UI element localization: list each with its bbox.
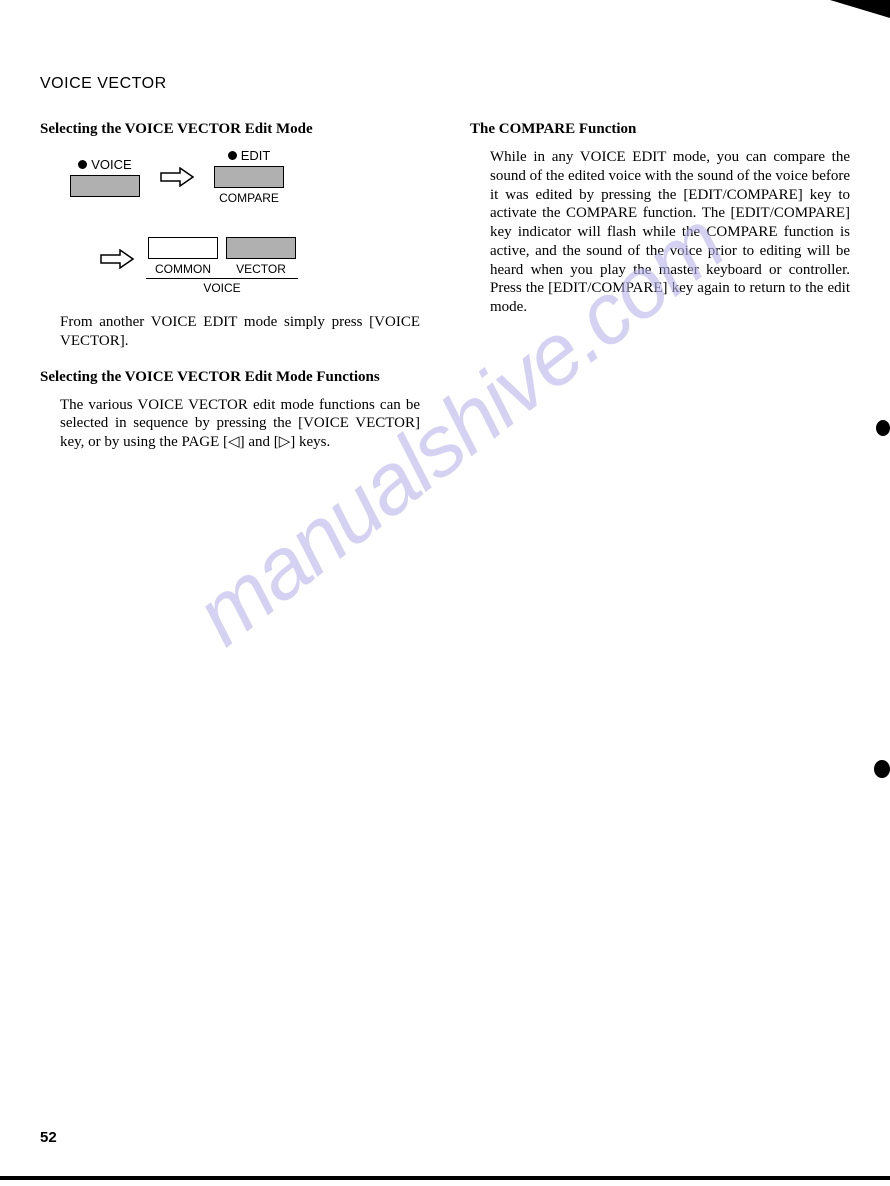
diagram-common-button: COMMON (148, 237, 218, 276)
diagram-voice-button: VOICE (70, 157, 140, 197)
arrow-right-icon (160, 167, 194, 187)
compare-label: COMPARE (219, 191, 279, 205)
left-para-2: The various VOICE VECTOR edit mode funct… (40, 396, 420, 452)
scan-artifact (876, 420, 890, 436)
diagram-edit-button: EDIT COMPARE (214, 148, 284, 205)
diagram-voice-vector: VOICE EDIT COMPARE (70, 148, 380, 295)
left-heading-1: Selecting the VOICE VECTOR Edit Mode (40, 121, 420, 138)
right-column: The COMPARE Function While in any VOICE … (470, 121, 850, 452)
button-icon (226, 237, 296, 259)
voice-label: VOICE (91, 157, 131, 172)
left-column: Selecting the VOICE VECTOR Edit Mode VOI… (40, 121, 420, 452)
vector-label: VECTOR (236, 262, 286, 276)
diagram-common-vector: COMMON VECTOR VOICE (146, 223, 298, 295)
button-icon (148, 237, 218, 259)
common-label: COMMON (155, 262, 211, 276)
right-para: While in any VOICE EDIT mode, you can co… (470, 148, 850, 317)
page-number: 52 (40, 1129, 57, 1146)
page-title: VOICE VECTOR (40, 75, 850, 93)
scan-artifact (830, 0, 890, 18)
led-dot-icon (228, 151, 237, 160)
diagram-vector-button: VECTOR (226, 237, 296, 276)
left-para-1: From another VOICE EDIT mode simply pres… (40, 313, 420, 351)
edit-label: EDIT (241, 148, 271, 163)
left-heading-2: Selecting the VOICE VECTOR Edit Mode Fun… (40, 369, 420, 386)
page-content: VOICE VECTOR Selecting the VOICE VECTOR … (40, 75, 850, 452)
button-icon (214, 166, 284, 188)
right-heading: The COMPARE Function (470, 121, 850, 138)
button-icon (70, 175, 140, 197)
bottom-rule (0, 1176, 890, 1180)
diagram-row-1: VOICE EDIT COMPARE (70, 148, 380, 205)
voice-group-label: VOICE (146, 278, 298, 295)
scan-artifact (874, 760, 890, 778)
led-dot-icon (78, 160, 87, 169)
two-column-layout: Selecting the VOICE VECTOR Edit Mode VOI… (40, 121, 850, 452)
arrow-right-icon (100, 249, 134, 269)
diagram-row-2: COMMON VECTOR VOICE (100, 223, 380, 295)
